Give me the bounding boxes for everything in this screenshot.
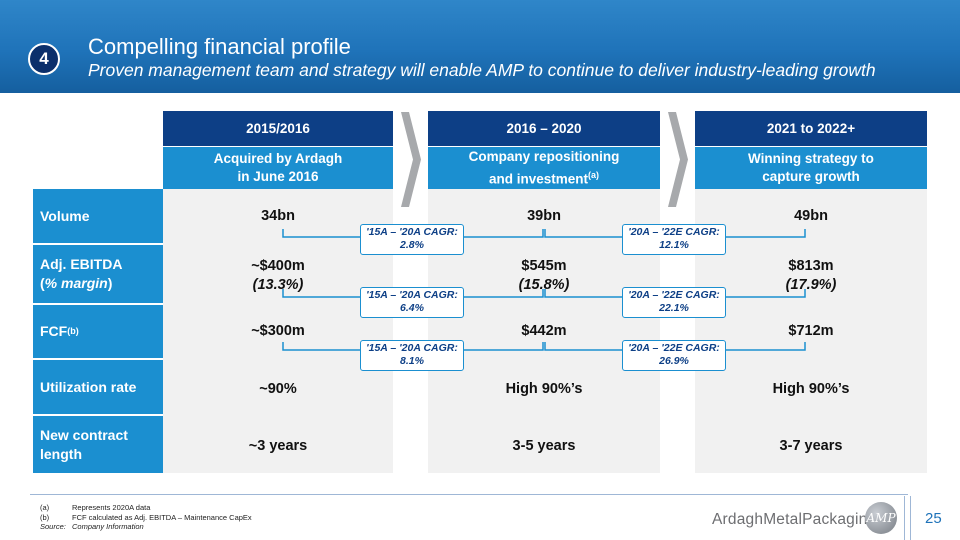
contract-value-2016: ~3 years [248,438,308,454]
fcf-value-2020: $442m [521,323,567,339]
ebitda-amount: ~$400m [251,258,305,274]
fcf-value-2022: $712m [788,323,834,339]
column-description-2016-2020: Company repositioning and investment(a) [428,147,660,189]
page-title: Compelling financial profile [88,34,351,59]
column-header-2015-2016: 2015/2016 [163,111,393,146]
row-label-margin: % margin [44,275,108,291]
row-label-utilization: Utilization rate [33,360,163,414]
footer-divider-vertical [910,496,911,540]
row-label-text: Adj. EBITDA [40,256,123,272]
page-number: 25 [925,510,942,527]
footnote-text: FCF calculated as Adj. EBITDA – Maintena… [72,512,252,522]
cagr-value: 2.8% [400,239,424,251]
page-subtitle: Proven management team and strategy will… [88,60,876,80]
ebitda-amount: $545m [521,258,567,274]
header-banner [0,0,960,93]
column-description-2015-2016: Acquired by Ardagh in June 2016 [163,147,393,189]
column-description-line2: in June 2016 [237,169,319,184]
row-label-contract-length: New contract length [33,416,163,473]
column-description-line2: and investment [488,171,588,187]
amp-logo-icon: AMP [865,502,897,534]
footnotes: (a) Represents 2020A data (b) FCF calculat… [40,503,252,532]
contract-value-2022: 3-7 years [779,438,843,454]
row-label-text: length [40,445,82,462]
row-label-volume: Volume [33,189,163,243]
column-description-line1: Winning strategy to [748,151,874,166]
ebitda-value-2020: $545m (15.8%) [429,257,659,295]
logo-word-metal-packaging: MetalPackaging [763,511,877,528]
ebitda-margin: (15.8%) [518,277,570,293]
cagr-label: '20A – '22E CAGR: [628,226,720,238]
row-label-text: FCF [40,323,68,339]
volume-value-2016: 34bn [261,208,295,224]
logo-word-ardagh: Ardagh [712,511,764,528]
footer-divider-vertical [904,496,905,540]
utilization-value-2020: High 90%’s [505,381,583,397]
ebitda-margin: (17.9%) [785,277,837,293]
cagr-value: 26.9% [659,355,689,367]
footnote-marker-b: (b) [67,326,79,336]
cagr-label: '15A – '20A CAGR: [366,289,458,301]
volume-value-2020: 39bn [527,208,561,224]
ebitda-margin: (13.3%) [252,277,304,293]
ebitda-amount: $813m [788,258,834,274]
row-label-text: New contract [40,426,128,443]
column-description-line2: capture growth [762,169,860,184]
contract-value-2020: 3-5 years [512,438,576,454]
cagr-label: '15A – '20A CAGR: [366,342,458,354]
cagr-label: '20A – '22E CAGR: [628,289,720,301]
footnote-mark: (b) [40,512,50,522]
footnote-mark: (a) [40,503,50,512]
cagr-label: '15A – '20A CAGR: [366,226,458,238]
volume-value-2022: 49bn [794,208,828,224]
footer-divider [30,494,908,495]
cagr-label: '20A – '22E CAGR: [628,342,720,354]
cagr-value: 8.1% [400,355,424,367]
column-header-2016-2020: 2016 – 2020 [428,111,660,146]
row-label-text: Volume [40,207,90,224]
step-number-badge: 4 [28,43,60,75]
footnote-source: Source: Company Information [40,522,252,532]
utilization-value-2016: ~90% [259,381,297,397]
row-label-fcf: FCF (b) [33,305,163,358]
column-description-line1: Company repositioning [468,148,620,164]
cagr-box-volume-20-22: '20A – '22E CAGR: 12.1% [622,224,726,255]
cagr-box-fcf-15-20: '15A – '20A CAGR: 8.1% [360,340,464,371]
footnote-mark: Source: [40,522,66,531]
column-header-2021-2022: 2021 to 2022+ [695,111,927,146]
cagr-box-volume-15-20: '15A – '20A CAGR: 2.8% [360,224,464,255]
row-label-paren-close: ) [107,275,113,291]
utilization-value-2022: High 90%’s [772,381,850,397]
row-label-text: Utilization rate [40,378,137,395]
column-description-2021-2022: Winning strategy to capture growth [695,147,927,189]
footnote-marker-a: (a) [588,169,599,180]
cagr-value: 12.1% [659,239,689,251]
cagr-value: 6.4% [400,302,424,314]
cagr-box-fcf-20-22: '20A – '22E CAGR: 26.9% [622,340,726,371]
footnote-text: Company Information [72,522,144,531]
cagr-box-ebitda-15-20: '15A – '20A CAGR: 6.4% [360,287,464,318]
company-logo-wordmark: ArdaghMetalPackaging [712,511,876,529]
cagr-value: 22.1% [659,302,689,314]
footnote-text: Represents 2020A data [72,503,151,512]
footnote-b: (b) FCF calculated as Adj. EBITDA – Maint… [40,513,252,523]
row-label-paren-open: ( [40,275,45,291]
footnote-a: (a) Represents 2020A data [40,503,252,513]
ebitda-value-2016: ~$400m (13.3%) [163,257,393,295]
fcf-value-2016: ~$300m [251,323,305,339]
ebitda-value-2022: $813m (17.9%) [696,257,926,295]
column-description-line1: Acquired by Ardagh [213,151,343,166]
row-label-adj-ebitda: Adj. EBITDA (% margin) [33,245,163,303]
cagr-box-ebitda-20-22: '20A – '22E CAGR: 22.1% [622,287,726,318]
